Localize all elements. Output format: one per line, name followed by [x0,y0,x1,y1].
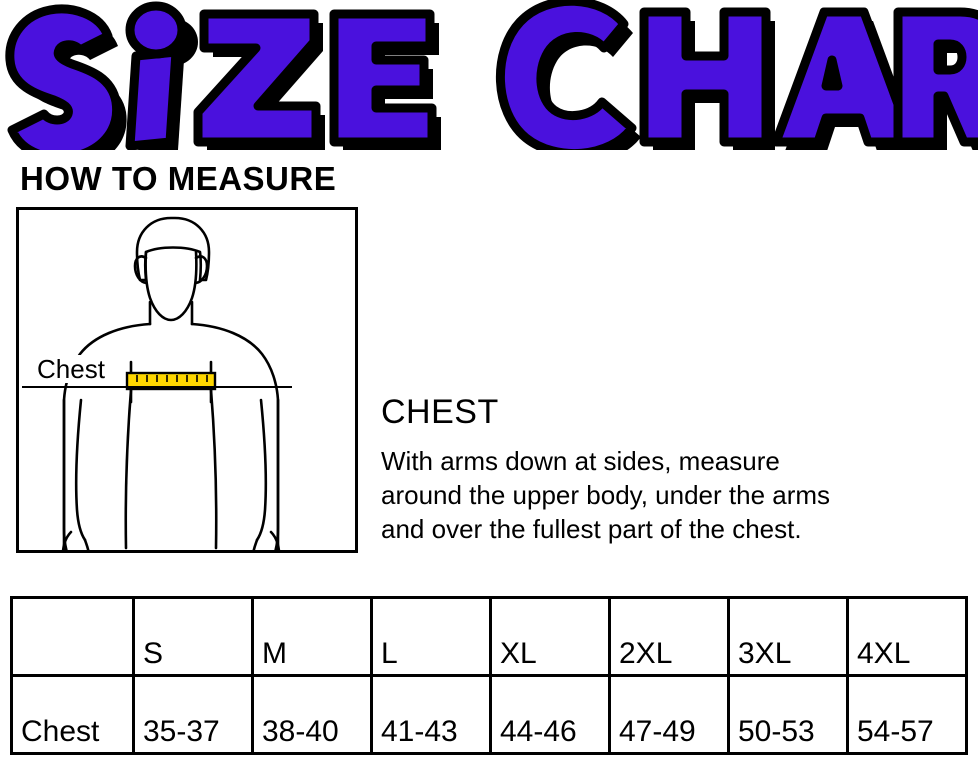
table-header-cell-m: M [251,596,373,677]
table-header-cell-2xl: 2XL [608,596,730,677]
title-letter-S [5,4,127,150]
table-header-cell-4xl: 4XL [846,596,968,677]
title-letter-A [771,7,921,150]
tape-measure-icon [125,371,217,391]
description-line-2: around the upper body, under the arms [381,480,831,510]
figure-torso-right [190,322,280,550]
male-torso-figure-icon [61,216,281,550]
table-corner-blank [10,596,135,677]
figure-ear-right [194,255,209,285]
table-cell-chest-s: 35-37 [132,674,254,755]
size-table-container: S M L XL 2XL 3XL 4XL Chest 35-37 38-40 4… [10,596,968,757]
table-cell-chest-2xl: 47-49 [608,674,730,755]
size-chart-title-art: .ttl-shadow{ fill:#000000; } .ttl-fill{ … [5,0,978,150]
table-header-cell-s: S [132,596,254,677]
size-table: S M L XL 2XL 3XL 4XL Chest 35-37 38-40 4… [10,596,968,755]
page-title-block: .ttl-shadow{ fill:#000000; } .ttl-fill{ … [0,0,978,150]
figure-hip-left [124,388,133,550]
figure-hair [135,216,211,282]
how-to-measure-heading: HOW TO MEASURE [20,160,337,197]
table-header-row: S M L XL 2XL 3XL 4XL [10,596,968,677]
title-letter-R [893,7,978,150]
table-cell-chest-xl: 44-46 [489,674,611,755]
chest-description-heading: CHEST [381,393,499,431]
table-row-label-chest: Chest [10,674,135,755]
measurement-illustration-box [16,207,358,553]
figure-arm-left-inner [74,398,87,542]
title-letter-i [125,1,198,150]
table-cell-chest-l: 41-43 [370,674,492,755]
title-letter-E [329,9,441,150]
description-line-3: and over the fullest part of the chest. [381,514,802,544]
title-letter-C [496,0,641,150]
table-cell-chest-3xl: 50-53 [727,674,849,755]
figure-arm-right-outer [274,398,280,550]
table-header-cell-xl: XL [489,596,611,677]
figure-face [144,250,198,322]
table-header-cell-3xl: 3XL [727,596,849,677]
figure-torso-left [62,322,152,550]
description-line-1: With arms down at sides, measure [381,446,780,476]
table-cell-chest-m: 38-40 [251,674,373,755]
figure-hip-right [209,388,218,550]
figure-arm-left-outer [62,398,68,550]
figure-ear-left [133,255,148,285]
chest-description-panel: CHEST With arms down at sides, measure a… [381,392,973,546]
table-cell-chest-4xl: 54-57 [846,674,968,755]
chest-description-body: With arms down at sides, measure around … [381,444,973,546]
table-row: Chest 35-37 38-40 41-43 44-46 47-49 50-5… [10,674,968,755]
table-header-cell-l: L [370,596,492,677]
title-letter-H [639,7,775,150]
title-letter-Z [193,9,325,150]
figure-arm-right-inner [255,398,268,542]
